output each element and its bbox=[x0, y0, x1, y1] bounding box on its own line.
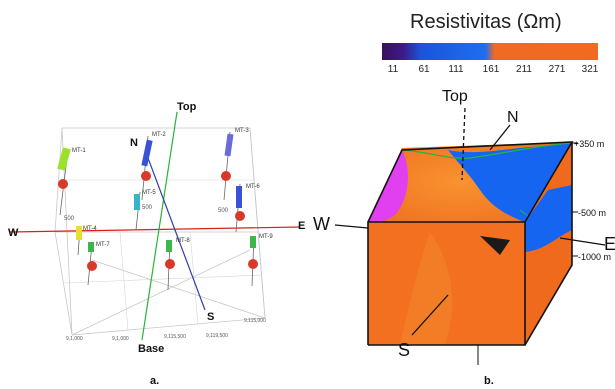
station-mt-8: MT-8 bbox=[165, 238, 190, 291]
top-pointer-line bbox=[461, 107, 466, 181]
legend-tick-161: 161 bbox=[483, 64, 500, 75]
top-base-profile-line bbox=[141, 111, 178, 341]
axis-tick-4: 9,115,000 bbox=[244, 318, 266, 324]
legend-tick-11: 11 bbox=[388, 64, 399, 75]
station-label-mt-5: MT-5 bbox=[142, 190, 156, 196]
legend-tick-61: 61 bbox=[418, 64, 430, 75]
depth-tick-500-b: 500 bbox=[142, 205, 153, 211]
panel-a: MT-1 MT-2 MT-3 MT-4 bbox=[8, 101, 305, 387]
north-pointer-line bbox=[489, 124, 511, 151]
depth-tick-500-a: 500 bbox=[64, 216, 75, 222]
panel-b: +350 m -500 m -1000 m Top N W E S b. bbox=[313, 88, 615, 387]
east-pointer-line bbox=[559, 237, 606, 246]
front-face-shading bbox=[400, 232, 453, 345]
station-mt-2: MT-2 bbox=[141, 132, 166, 201]
station-label-mt-8: MT-8 bbox=[176, 238, 190, 244]
top-contour bbox=[401, 142, 573, 159]
station-label-mt-7: MT-7 bbox=[96, 242, 110, 248]
axis-tick-1: 9,1,000 bbox=[112, 336, 129, 342]
side-face-dark-notch bbox=[480, 236, 510, 255]
label-top-a: Top bbox=[177, 101, 197, 113]
depth-label-bottom: -1000 m bbox=[578, 252, 611, 262]
station-label-mt-4: MT-4 bbox=[83, 226, 97, 232]
label-north-a: N bbox=[130, 137, 138, 149]
station-label-mt-2: MT-2 bbox=[152, 132, 166, 138]
west-east-profile-line bbox=[9, 226, 301, 233]
legend-tick-321: 321 bbox=[582, 64, 599, 75]
legend-tick-271: 271 bbox=[549, 64, 566, 75]
label-south-b: S bbox=[398, 340, 410, 360]
label-west-a: W bbox=[8, 227, 19, 239]
station-markers: MT-1 MT-2 MT-3 MT-4 bbox=[57, 128, 273, 291]
label-north-b: N bbox=[507, 109, 519, 126]
station-mt-4: MT-4 bbox=[76, 226, 97, 256]
legend-tick-labels: 11 61 111 161 211 271 321 bbox=[388, 64, 599, 75]
top-face-magenta-region bbox=[368, 150, 408, 223]
label-base-a: Base bbox=[138, 343, 164, 355]
station-label-mt-6: MT-6 bbox=[246, 184, 260, 190]
label-east-a: E bbox=[298, 220, 305, 232]
station-mt-9: MT-9 bbox=[248, 234, 273, 287]
legend-tick-111: 111 bbox=[448, 64, 464, 75]
side-face-blue-region bbox=[525, 185, 572, 252]
station-label-mt-3: MT-3 bbox=[235, 128, 249, 134]
legend-tick-211: 211 bbox=[516, 64, 532, 75]
west-pointer-line bbox=[334, 224, 369, 229]
station-label-mt-1: MT-1 bbox=[72, 148, 86, 154]
station-mt-1: MT-1 bbox=[57, 147, 86, 216]
label-south-a: S bbox=[207, 311, 214, 323]
cube-outline bbox=[367, 141, 574, 346]
caption-a: a. bbox=[150, 375, 159, 387]
color-legend: Resistivitas (Ωm) 11 61 111 161 211 271 321 bbox=[382, 11, 599, 75]
station-mt-6: MT-6 bbox=[235, 183, 260, 233]
station-mt-5: MT-5 bbox=[134, 190, 156, 231]
depth-tick-500-c: 500 bbox=[218, 208, 229, 214]
north-south-profile-line bbox=[144, 149, 206, 311]
station-mt-7: MT-7 bbox=[87, 242, 110, 286]
axis-tick-2: 9,115,500 bbox=[164, 334, 186, 340]
label-east-b: E bbox=[604, 234, 615, 254]
legend-title: Resistivitas (Ωm) bbox=[410, 11, 562, 33]
caption-b: b. bbox=[484, 375, 494, 387]
station-label-mt-9: MT-9 bbox=[259, 234, 273, 240]
label-top-b: Top bbox=[442, 88, 468, 105]
station-mt-3: MT-3 bbox=[221, 128, 249, 201]
depth-label-mid: -500 m bbox=[578, 208, 606, 218]
depth-label-top: +350 m bbox=[574, 139, 604, 149]
legend-colorbar bbox=[382, 43, 598, 60]
south-pointer-line bbox=[411, 294, 449, 336]
axis-tick-0: 9,1,000 bbox=[66, 336, 83, 342]
label-west-b: W bbox=[313, 214, 330, 234]
panel-a-grid bbox=[58, 179, 263, 331]
axis-tick-3: 9,119,500 bbox=[206, 333, 228, 339]
